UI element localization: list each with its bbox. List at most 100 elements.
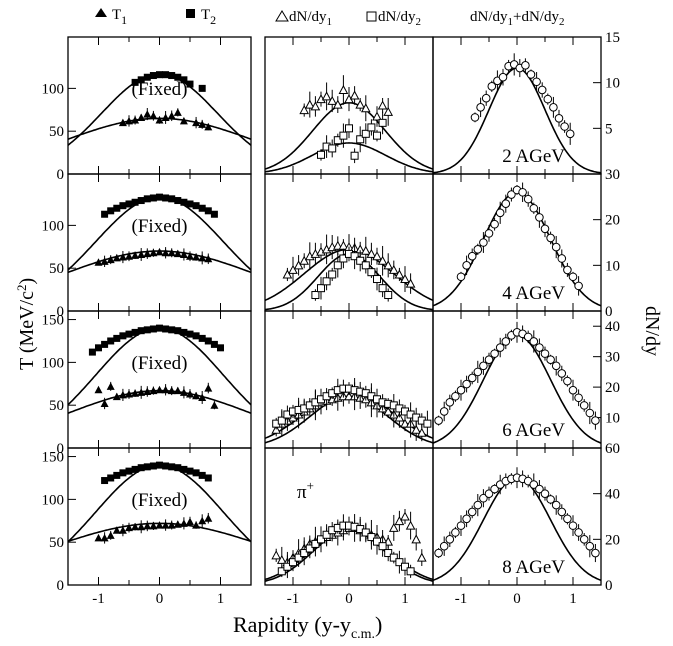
sum-point	[456, 272, 466, 282]
T2-point	[180, 198, 188, 206]
y-tick-label: 0	[57, 167, 65, 183]
dn1-point	[383, 260, 394, 270]
sum-point	[529, 203, 539, 213]
T2-point	[192, 469, 200, 477]
T1-point	[179, 116, 188, 125]
dn2-point	[384, 291, 393, 300]
T2-point	[204, 207, 212, 215]
T2-point	[198, 471, 206, 479]
T2-point	[210, 340, 218, 348]
T1-point	[173, 386, 182, 395]
T1-point	[155, 521, 164, 529]
y-tick-label: 40	[605, 487, 620, 503]
sum-point	[557, 254, 567, 263]
T2-point	[192, 202, 200, 210]
dn1-point	[321, 91, 332, 101]
dn1-point	[271, 424, 282, 434]
dn2-point	[277, 567, 286, 576]
sum-point	[529, 337, 539, 346]
sum-point	[467, 251, 477, 261]
T2-point	[143, 195, 151, 203]
dn2-point	[311, 291, 320, 300]
temperature-panel: 0 50 100 150 (Fixed)	[42, 447, 252, 594]
panel-frame	[67, 36, 252, 175]
T1-point	[137, 388, 146, 396]
temperature-panel: 0 50 100 150 (Fixed)	[42, 310, 252, 457]
sum-point	[434, 548, 443, 558]
sum-point	[456, 521, 466, 530]
T1-point	[186, 252, 194, 260]
sum-point	[551, 500, 561, 510]
T1-point	[106, 531, 115, 539]
dn2-point	[339, 254, 348, 263]
T2-point	[107, 474, 115, 482]
T1-point	[167, 248, 176, 257]
T2-point	[156, 324, 163, 332]
T1-point	[204, 514, 213, 522]
dn1-point	[405, 520, 416, 530]
y-tick-label: 50	[49, 398, 64, 414]
dn1-point	[338, 84, 349, 94]
T1-point	[125, 523, 133, 532]
sum-point	[551, 361, 561, 371]
T1-point	[118, 253, 127, 261]
dn1-point	[372, 251, 382, 261]
sum-point	[473, 367, 483, 377]
T1-point	[100, 257, 109, 265]
dn1-point	[400, 511, 410, 521]
sum-point	[591, 548, 600, 558]
dn1-point	[355, 99, 366, 109]
x-tick-label: 1	[401, 591, 409, 607]
x-tick-label: -1	[92, 591, 105, 607]
y-tick-label: 100	[42, 218, 65, 234]
sum-point	[585, 541, 595, 551]
dn1-point	[377, 100, 388, 110]
y-tick-label: 100	[42, 81, 65, 97]
dn1-point	[327, 95, 338, 105]
T2-point	[174, 73, 182, 81]
dn2-point	[361, 129, 370, 138]
T1-point	[179, 388, 188, 396]
dndy-components-panel	[264, 173, 434, 312]
T2-point	[131, 465, 139, 473]
sum-point	[456, 385, 466, 395]
T2-point	[149, 194, 157, 202]
T2-point	[95, 344, 102, 352]
y-tick-label: 5	[605, 121, 613, 137]
T1-point	[137, 250, 146, 258]
T2-point	[174, 464, 182, 472]
T2-point	[119, 332, 127, 340]
y-tick-label: 20	[605, 213, 620, 229]
sum-point	[563, 514, 572, 524]
T2-point	[113, 204, 121, 212]
y-tick-label: 20	[605, 380, 620, 396]
dn1-point	[299, 255, 310, 265]
T1-point	[161, 113, 170, 121]
dn2-point	[384, 549, 393, 558]
T1-point	[118, 526, 127, 534]
T1-point	[161, 248, 170, 257]
T1-point	[186, 517, 194, 526]
sum-point	[473, 245, 483, 254]
T1-point	[131, 522, 140, 531]
row-4: 0 50 100 150 (Fixed) π+ 0 20 40 60 8 AGeV	[42, 441, 621, 594]
T2-point	[149, 462, 157, 470]
T2-point	[204, 474, 212, 482]
sum-point	[470, 113, 480, 122]
dn2-point	[378, 284, 387, 293]
T1-point	[192, 521, 201, 529]
dn1-point	[411, 534, 422, 544]
sum-point	[560, 122, 569, 131]
dndy-components-panel: π+	[264, 447, 434, 586]
T1-point	[100, 533, 109, 542]
sum-point	[445, 398, 455, 407]
T1-point	[143, 521, 152, 530]
dn1-point	[416, 552, 427, 562]
T1-point	[210, 401, 219, 409]
T2-point	[131, 78, 139, 86]
legend-t1-marker	[95, 8, 107, 17]
dn2-point	[333, 261, 342, 270]
y-tick-label: 0	[605, 304, 613, 320]
sum-point	[490, 219, 499, 229]
